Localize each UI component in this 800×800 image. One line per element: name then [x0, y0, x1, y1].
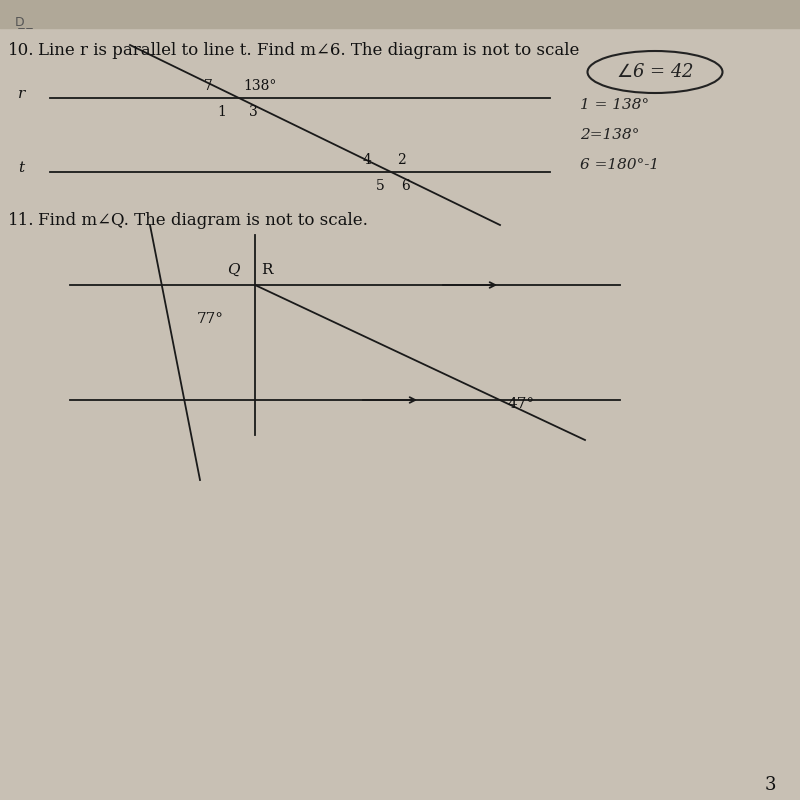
Text: 138°: 138°: [243, 79, 276, 93]
Text: 3: 3: [249, 105, 258, 119]
Text: Q: Q: [227, 263, 239, 277]
Text: 1: 1: [217, 105, 226, 119]
Text: 7: 7: [204, 79, 213, 93]
Text: Find m∠Q. The diagram is not to scale.: Find m∠Q. The diagram is not to scale.: [38, 212, 368, 229]
Text: D̲  ̲̲̲̲̲̲̲̲̲̲̲: D̲ ̲̲̲̲̲̲̲̲̲̲̲: [15, 15, 33, 29]
Text: t: t: [18, 161, 24, 175]
Text: 10.: 10.: [8, 42, 34, 59]
Text: 77°: 77°: [197, 312, 224, 326]
Text: 11.: 11.: [8, 212, 34, 229]
Text: 6: 6: [401, 179, 410, 193]
Text: 1 = 138°: 1 = 138°: [580, 98, 649, 112]
Text: 5: 5: [376, 179, 385, 193]
Text: R: R: [261, 263, 273, 277]
Text: r: r: [18, 87, 26, 101]
Text: 2: 2: [397, 153, 406, 167]
Text: 4: 4: [363, 153, 372, 167]
Text: Line r is parallel to line t. Find m∠6. The diagram is not to scale: Line r is parallel to line t. Find m∠6. …: [38, 42, 579, 59]
Text: 2=138°: 2=138°: [580, 128, 639, 142]
Text: 3: 3: [764, 776, 776, 794]
Text: $\angle$6 = 42: $\angle$6 = 42: [616, 63, 694, 81]
Text: 47°: 47°: [508, 397, 535, 411]
Text: 6 =180°-1: 6 =180°-1: [580, 158, 659, 172]
